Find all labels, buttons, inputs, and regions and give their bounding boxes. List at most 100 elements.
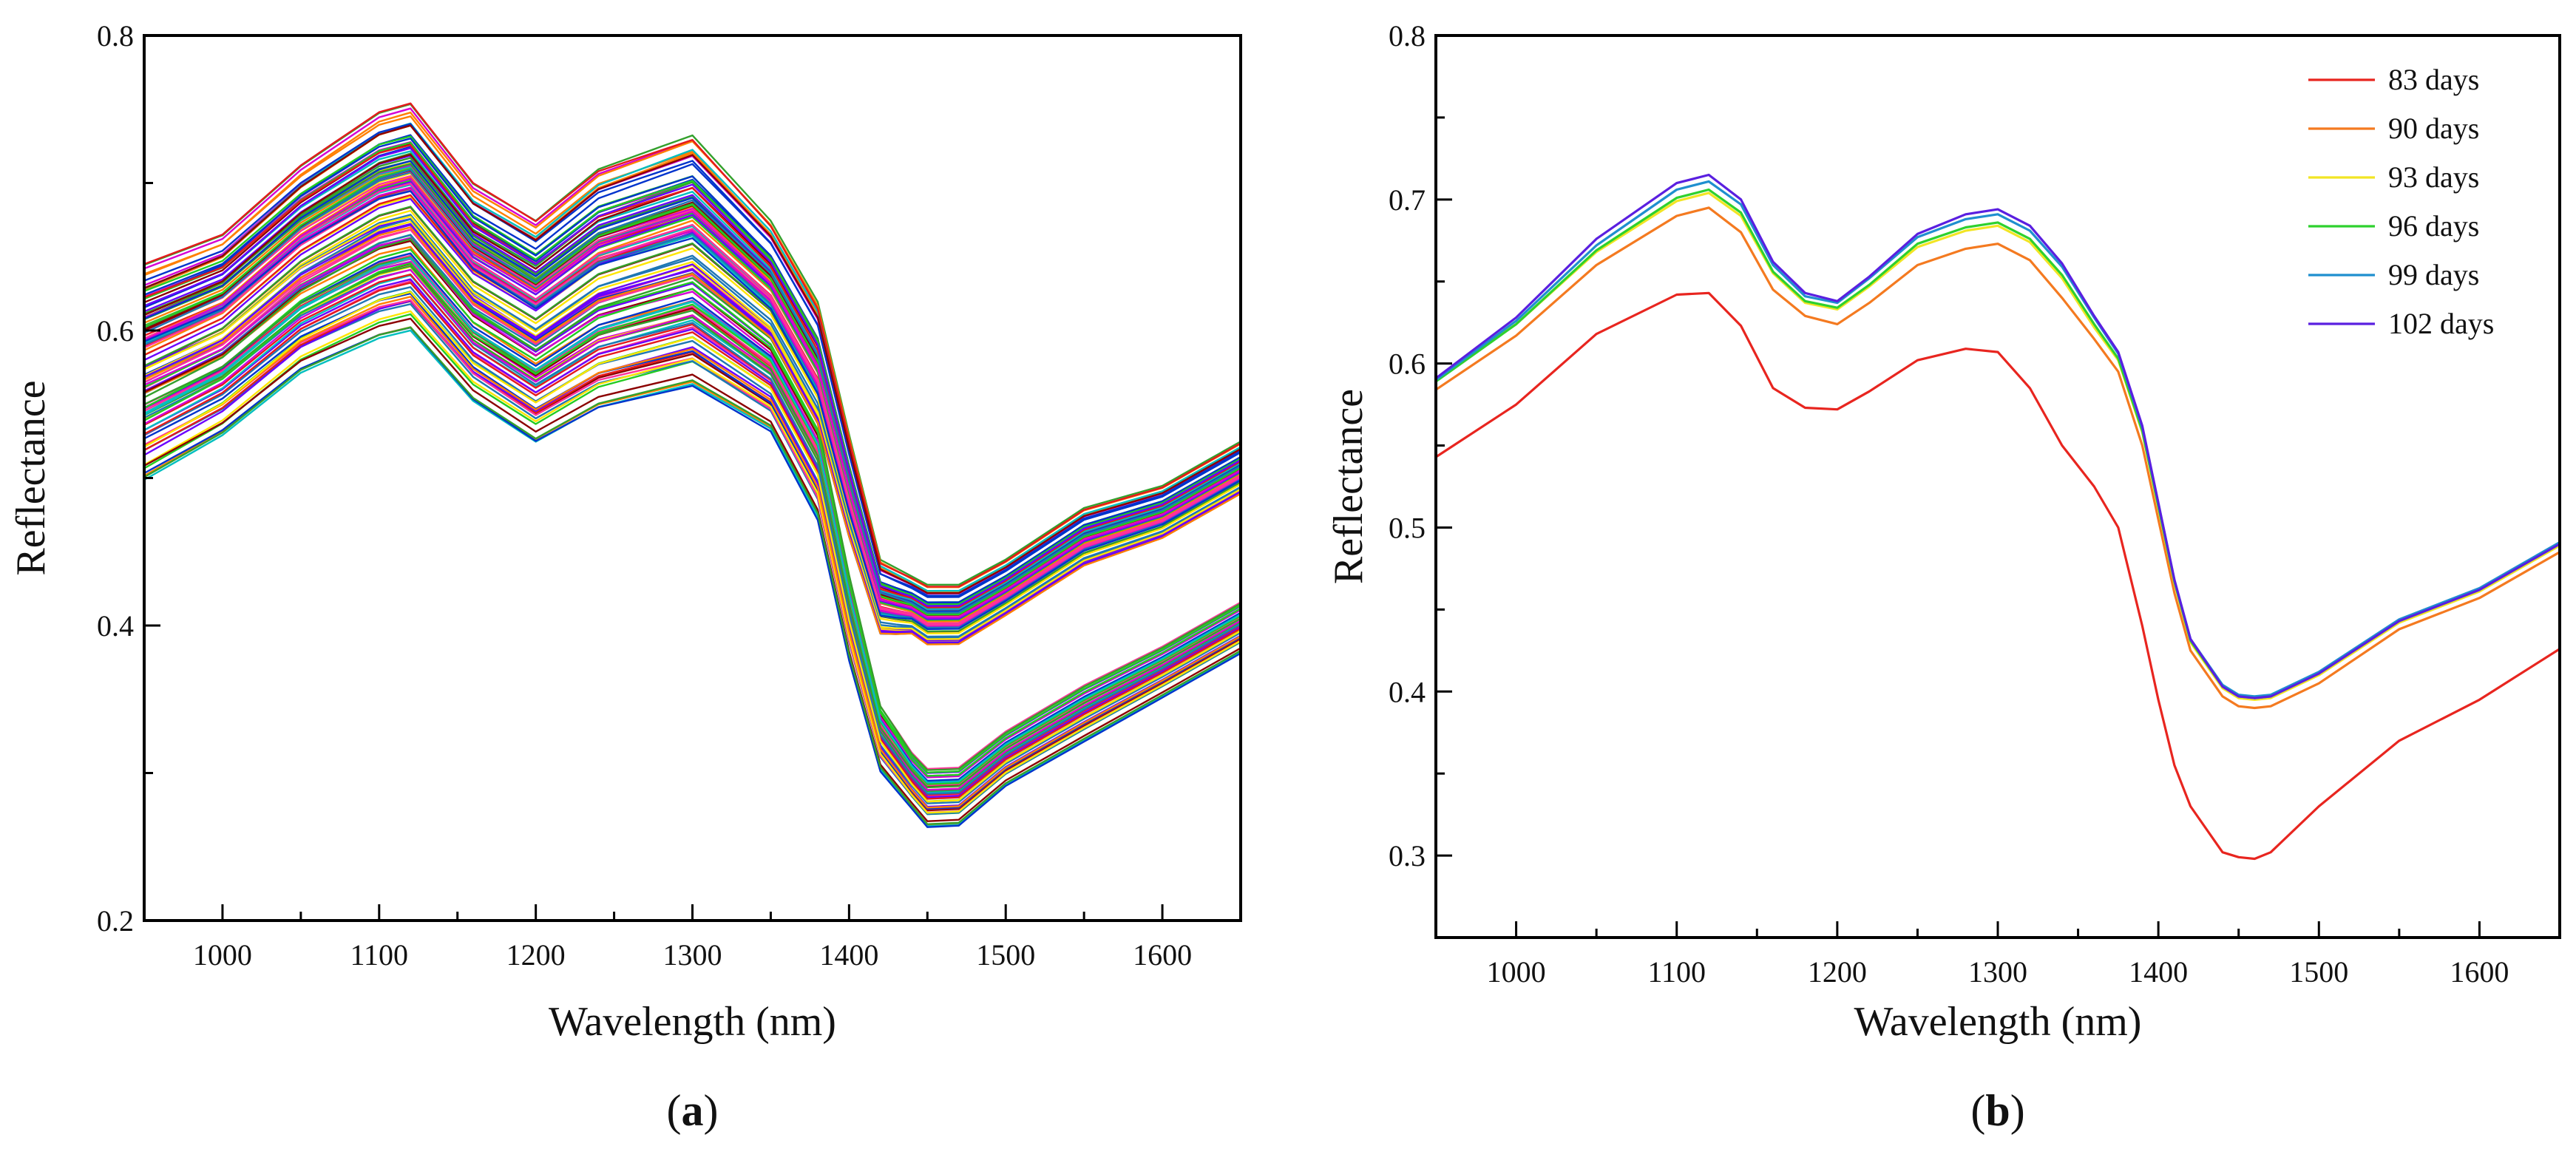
- panel-a-spectrum-line: [143, 182, 1241, 625]
- panel-a-spectrum-line: [143, 147, 1241, 607]
- panel-b-x-tick-label: 1600: [2450, 955, 2509, 989]
- panel-a-spectrum-line: [143, 256, 1241, 789]
- panel-a-y-tick-label: 0.4: [97, 609, 134, 643]
- panel-a-x-tick-label: 1300: [663, 938, 722, 972]
- panel-b-y-tick-label: 0.5: [1389, 511, 1426, 544]
- panel-b-legend-label: 90 days: [2388, 112, 2479, 145]
- panel-b-x-axis-title: Wavelength (nm): [1854, 999, 2142, 1045]
- panel-a-x-tick-label: 1100: [350, 938, 409, 972]
- panel-a-spectrum-line: [143, 278, 1241, 799]
- panel-a-x-tick-label: 1000: [193, 938, 252, 972]
- panel-a-spectrum-line: [143, 138, 1241, 603]
- panel-b-y-axis-title: Reflectance: [1326, 389, 1372, 584]
- panel-a-spectrum-line: [143, 214, 1241, 639]
- panel-a-spectrum-line: [143, 310, 1241, 814]
- panel-a-y-ticks: 0.2 0.4 0.6 0.8: [97, 19, 160, 938]
- panel-a-spectrum-line: [143, 326, 1241, 826]
- panel-b-y-tick-label: 0.3: [1389, 839, 1426, 872]
- panel-a-chart: 1000 1100 1200 1300 1400 1500 1600 0.20.40.60.…: [8, 19, 1242, 1135]
- panel-a-spectrum-line: [143, 150, 1241, 610]
- panel-b-series-line-93-days: [1435, 192, 2560, 702]
- panel-b-y-tick-label: 0.7: [1389, 183, 1426, 217]
- panel-a-spectrum-line: [143, 286, 1241, 804]
- panel-a-spectrum-line: [143, 209, 1241, 634]
- panel-a-spectrum-line: [143, 223, 1241, 644]
- panel-a-x-ticks: 1000 1100 1200 1300 1400 1500 1600: [143, 904, 1242, 972]
- panel-a-letter: a: [682, 1086, 704, 1135]
- panel-b-x-tick-label: 1100: [1647, 955, 1706, 989]
- panel-a-spectrum-line: [143, 190, 1241, 630]
- panel-b-legend-label: 83 days: [2388, 63, 2479, 96]
- panel-a-y-tick-label: 0.2: [97, 904, 134, 938]
- panel-b-y-ticks: 0.3 0.4 0.5 0.6 0.7 0.8: [1389, 19, 1452, 872]
- panel-a-spectrum-line: [143, 282, 1241, 800]
- panel-b-legend: 83 days 90 days 93 days 96 days 99 days 102 d…: [2308, 63, 2494, 340]
- panel-a-spectrum-line: [143, 257, 1241, 784]
- panel-b-x-tick-label: 1400: [2129, 955, 2188, 989]
- panel-a-spectrum-line: [143, 329, 1241, 827]
- panel-a-spectrum-line: [143, 237, 1241, 779]
- panel-b-y-tick-label: 0.8: [1389, 19, 1426, 52]
- panel-b-legend-label: 102 days: [2388, 307, 2494, 340]
- panel-a-spectrum-line: [143, 189, 1241, 626]
- panel-b-letter: b: [1985, 1086, 2010, 1135]
- panel-b-x-tick-label: 1200: [1808, 955, 1867, 989]
- panel-a-plot-frame: [143, 34, 1242, 922]
- panel-a-spectrum-line: [143, 274, 1241, 794]
- panel-a-spectrum-line: [143, 234, 1241, 773]
- panel-a-spectrum-line: [143, 265, 1241, 793]
- panel-b-x-tick-label: 1500: [2289, 955, 2348, 989]
- panel-a-spectrum-line: [143, 268, 1241, 795]
- panel-b-series-line-83-days: [1435, 291, 2560, 861]
- panel-a-x-tick-label: 1500: [976, 938, 1035, 972]
- panel-a-spectrum-line: [143, 122, 1241, 592]
- panel-b-x-ticks: 1000 1100 1200 1300 1400 1500 1600: [1434, 921, 2561, 989]
- panel-a-spectrum-line: [143, 134, 1241, 598]
- panel-a-spectrum-line: [143, 124, 1241, 594]
- panel-a-spectrum-line: [143, 215, 1241, 640]
- panel-a-y-tick-label: 0.8: [97, 19, 134, 52]
- panel-a-x-tick-label: 1600: [1133, 938, 1192, 972]
- panel-a-spectrum-line: [143, 292, 1241, 810]
- panel-a-spectrum-line: [143, 177, 1241, 619]
- panel-b-y-tick-label: 0.6: [1389, 348, 1426, 381]
- panel-a-spectrum-line: [143, 326, 1241, 825]
- panel-b-series-line-99-days: [1435, 180, 2560, 698]
- panel-b-x-tick-label: 1300: [1968, 955, 2027, 989]
- panel-a-spectrum-line: [143, 238, 1241, 771]
- panel-b-series-group: [1435, 173, 2560, 861]
- panel-b-y-tick-label: 0.4: [1389, 675, 1426, 708]
- panel-b-legend-label: 99 days: [2388, 258, 2479, 291]
- panel-a-spectrum-line: [143, 226, 1241, 645]
- panel-a-x-tick-label: 1200: [506, 938, 566, 972]
- panel-a-y-tick-label: 0.6: [97, 314, 134, 348]
- panel-a-spectrum-line: [143, 141, 1241, 606]
- panel-a-spectrum-line: [143, 169, 1241, 614]
- panel-b-caption-label: (b): [1970, 1086, 2024, 1135]
- panel-a-spectrum-line: [143, 228, 1241, 770]
- panel-a-spectrum-line: [143, 143, 1241, 609]
- panel-a-x-axis-title: Wavelength (nm): [549, 999, 836, 1045]
- panel-a-x-tick-label: 1400: [819, 938, 878, 972]
- panel-a-spectrum-line: [143, 102, 1241, 588]
- panel-a-spectrum-line: [143, 252, 1241, 782]
- panel-a-spectrum-line: [143, 268, 1241, 791]
- panel-a-series-group: [143, 102, 1241, 828]
- panel-a-spectrum-line: [143, 188, 1241, 628]
- panel-a-spectrum-line: [143, 296, 1241, 809]
- panel-a-spectrum-line: [143, 123, 1241, 597]
- panel-a-spectrum-line: [143, 291, 1241, 803]
- panel-b-legend-label: 96 days: [2388, 209, 2479, 243]
- panel-a-spectrum-line: [143, 248, 1241, 777]
- panel-a-caption-label: (a): [667, 1086, 719, 1135]
- panel-a-spectrum-line: [143, 262, 1241, 785]
- panel-a-y-axis-title: Reflectance: [8, 380, 54, 575]
- panel-a-spectrum-line: [143, 317, 1241, 822]
- panel-a-spectrum-line: [143, 206, 1241, 632]
- panel-a-spectrum-line: [143, 167, 1241, 616]
- panel-b-series-line-90-days: [1435, 206, 2560, 710]
- panel-a-spectrum-line: [143, 326, 1241, 828]
- panel-b-series-line-102-days: [1435, 173, 2560, 699]
- panel-b-x-tick-label: 1000: [1487, 955, 1546, 989]
